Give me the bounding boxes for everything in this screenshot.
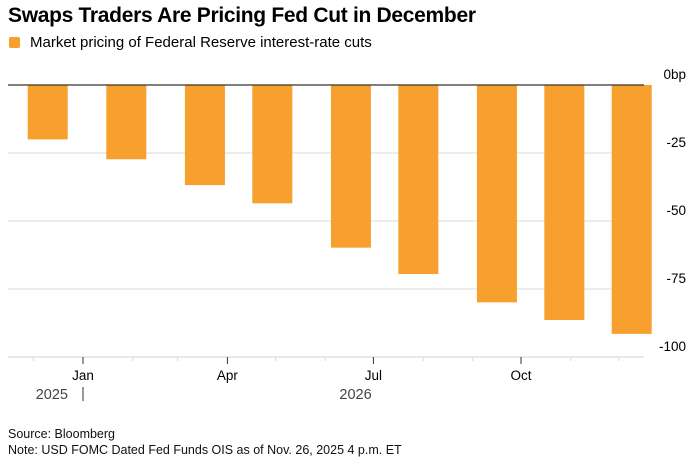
legend-swatch bbox=[9, 37, 20, 48]
bar bbox=[27, 85, 68, 140]
year-label: 2025 bbox=[36, 387, 68, 403]
y-tick-label: -50 bbox=[666, 203, 686, 218]
legend-label: Market pricing of Federal Reserve intere… bbox=[30, 34, 372, 51]
year-label: 2026 bbox=[339, 387, 371, 403]
bar bbox=[611, 85, 652, 334]
source-note: Source: Bloomberg bbox=[8, 427, 116, 441]
footer: Source: Bloomberg Note: USD FOMC Dated F… bbox=[8, 426, 402, 458]
bar bbox=[184, 85, 225, 186]
y-axis: 0bp -25 -50 -75 -100 bbox=[8, 67, 686, 354]
chart-title: Swaps Traders Are Pricing Fed Cut in Dec… bbox=[8, 4, 476, 27]
data-note: Note: USD FOMC Dated Fed Funds OIS as of… bbox=[8, 443, 402, 457]
bar bbox=[106, 85, 147, 160]
bar bbox=[398, 85, 439, 275]
x-tick-label: Oct bbox=[510, 368, 531, 383]
bar bbox=[476, 85, 517, 303]
x-tick-label: Apr bbox=[217, 368, 239, 383]
x-tick-label: Jul bbox=[365, 368, 382, 383]
y-tick-label: 0bp bbox=[663, 67, 686, 82]
x-tick-label: Jan bbox=[72, 368, 94, 383]
legend: Market pricing of Federal Reserve intere… bbox=[9, 34, 372, 51]
bar bbox=[330, 85, 371, 248]
y-tick-label: -25 bbox=[666, 135, 686, 150]
x-axis: Jan Apr Jul Oct 2025 2026 bbox=[8, 356, 644, 403]
y-tick-label: -75 bbox=[666, 271, 686, 286]
y-tick-label: -100 bbox=[659, 339, 686, 354]
bar bbox=[252, 85, 293, 204]
bar bbox=[544, 85, 585, 321]
bars bbox=[27, 85, 652, 334]
